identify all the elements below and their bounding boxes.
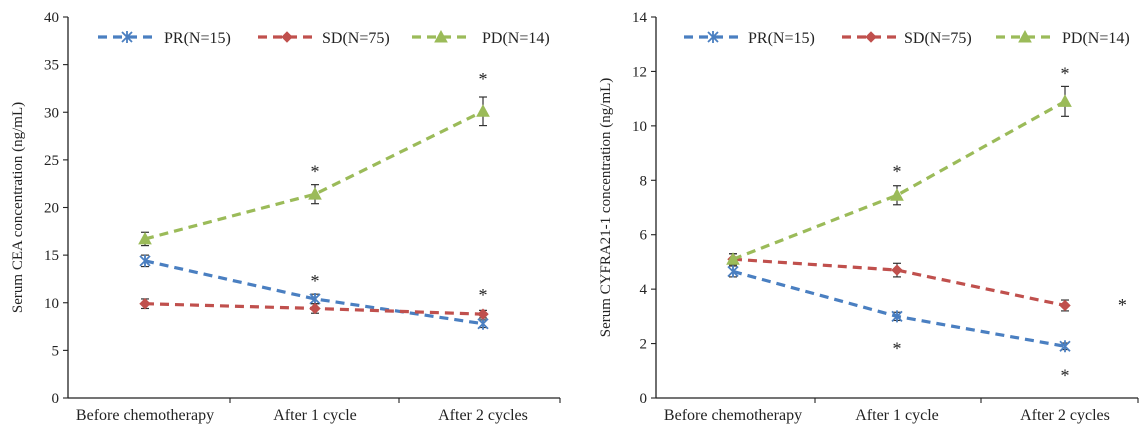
series-1 <box>139 254 489 330</box>
y-axis-label: Serum CEA concentration (ng/mL) <box>10 102 26 313</box>
data-point <box>891 264 903 276</box>
legend-label: SD(N=75) <box>904 30 972 47</box>
data-point <box>726 252 740 265</box>
data-point <box>890 188 904 201</box>
data-point <box>1059 299 1071 312</box>
y-tick-label: 15 <box>44 248 59 264</box>
y-tick-label: 10 <box>632 119 647 135</box>
data-point <box>1058 94 1072 107</box>
data-point <box>138 231 152 245</box>
series-2 <box>139 297 489 320</box>
legend-entry: SD(N=75) <box>258 30 390 47</box>
x-tick-label: After 2 cycles <box>438 407 528 424</box>
y-tick-label: 6 <box>640 228 648 244</box>
series-3 <box>138 96 490 247</box>
series-3 <box>726 85 1072 266</box>
legend-marker <box>707 31 719 43</box>
legend-label: PD(N=14) <box>482 30 550 47</box>
data-point <box>309 302 321 315</box>
data-point <box>1059 340 1071 353</box>
significance-mark: * <box>1118 295 1127 315</box>
x-tick-label: Before chemotherapy <box>76 407 214 424</box>
legend-label: PD(N=14) <box>1062 30 1130 47</box>
y-tick-label: 0 <box>640 391 648 407</box>
x-tick-label: After 1 cycle <box>273 407 357 424</box>
series-line <box>732 257 1066 308</box>
legend-label: PR(N=15) <box>748 30 815 47</box>
legend-marker <box>865 31 877 43</box>
series-line <box>144 109 484 241</box>
significance-mark: * <box>311 271 320 291</box>
legend-entry: PD(N=14) <box>412 29 550 47</box>
data-point <box>139 297 151 310</box>
significance-mark: * <box>311 161 320 181</box>
y-tick-label: 0 <box>52 391 60 407</box>
y-tick-label: 5 <box>52 343 60 359</box>
y-tick-label: 14 <box>632 10 648 26</box>
legend-entry: PR(N=15) <box>98 30 231 47</box>
legend-entry: PD(N=14) <box>996 29 1130 47</box>
y-tick-label: 25 <box>44 153 59 169</box>
x-tick-label: Before chemotherapy <box>664 407 802 424</box>
significance-mark: * <box>1061 63 1070 83</box>
series-1 <box>727 265 1071 353</box>
y-tick-label: 30 <box>44 105 59 121</box>
series-line <box>732 269 1066 348</box>
legend-entry: PR(N=15) <box>684 30 815 47</box>
x-tick-label: After 1 cycle <box>855 407 939 424</box>
y-tick-label: 4 <box>640 282 648 298</box>
data-point <box>476 104 490 117</box>
significance-mark: * <box>479 285 488 305</box>
legend-marker <box>1018 29 1032 43</box>
significance-mark: * <box>1061 366 1070 386</box>
y-tick-label: 35 <box>44 58 59 74</box>
y-axis-label: Serum CYFRA21-1 concentration (ng/mL) <box>598 78 614 338</box>
y-tick-label: 12 <box>632 64 647 80</box>
series-line <box>732 99 1066 261</box>
y-tick-label: 10 <box>44 296 59 312</box>
chart-1: 0 5 10 15 20 25 30 35 40 Before chemotherapy After… <box>10 10 561 424</box>
legend-label: SD(N=75) <box>322 30 390 47</box>
y-tick-label: 20 <box>44 201 59 217</box>
data-point <box>139 254 151 267</box>
data-point <box>308 187 322 200</box>
data-point <box>477 308 489 320</box>
y-tick-label: 2 <box>640 337 648 353</box>
series-line <box>144 259 484 326</box>
data-point <box>891 310 903 323</box>
legend-marker <box>121 31 133 43</box>
chart-2: 0 2 4 6 8 10 12 14 Before chemotherapy After 1 cy… <box>598 10 1139 424</box>
legend-label: PR(N=15) <box>164 30 231 47</box>
significance-mark: * <box>893 338 902 358</box>
legend-marker <box>281 31 293 43</box>
series-2 <box>727 253 1071 312</box>
x-tick-label: After 2 cycles <box>1020 407 1110 424</box>
significance-mark: * <box>479 69 488 89</box>
y-tick-label: 40 <box>44 10 59 26</box>
data-point <box>727 265 739 278</box>
significance-mark: * <box>893 161 902 181</box>
legend-entry: SD(N=75) <box>842 30 972 47</box>
y-tick-label: 8 <box>640 173 648 189</box>
legend-marker <box>434 29 448 43</box>
